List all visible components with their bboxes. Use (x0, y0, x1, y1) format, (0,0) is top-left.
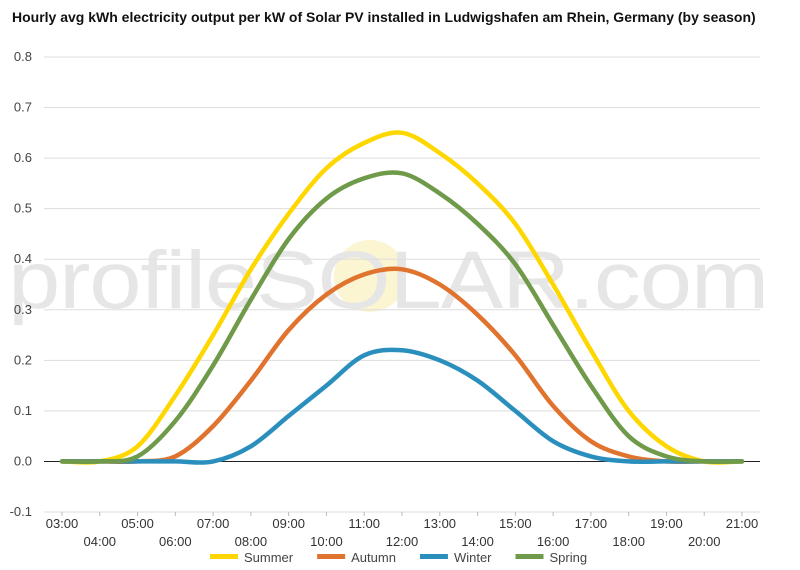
series-line-autumn (59, 266, 745, 465)
y-tick-label: -0.1 (10, 504, 32, 519)
y-tick-label: 0.4 (14, 251, 32, 266)
legend-item-summer[interactable]: Summer (210, 550, 294, 565)
series-line-spring (59, 170, 745, 465)
watermark: profileSOLAR.com (8, 235, 769, 326)
y-tick-label: 0.1 (14, 403, 32, 418)
x-tick-label: 15:00 (499, 516, 532, 531)
series-line-winter (59, 347, 745, 465)
legend-item-winter[interactable]: Winter (419, 550, 492, 565)
legend-swatch (210, 554, 238, 559)
y-tick-label: 0.2 (14, 352, 32, 367)
x-tick-label: 17:00 (575, 516, 608, 531)
x-tick-label: 16:00 (537, 534, 570, 549)
x-tick-label: 21:00 (726, 516, 759, 531)
legend-item-spring[interactable]: Spring (515, 550, 588, 565)
y-tick-label: 0.5 (14, 201, 32, 216)
x-tick-label: 09:00 (272, 516, 305, 531)
legend-label: Autumn (351, 550, 396, 565)
legend-label: Summer (244, 550, 294, 565)
legend-item-autumn[interactable]: Autumn (317, 550, 396, 565)
y-tick-label: 0.6 (14, 150, 32, 165)
x-tick-label: 20:00 (688, 534, 721, 549)
series-autumn (59, 266, 745, 465)
x-tick-label: 04:00 (84, 534, 117, 549)
series-winter (59, 347, 745, 465)
y-tick-label: 0.8 (14, 49, 32, 64)
legend-swatch (515, 554, 544, 559)
y-tick-label: 0.0 (14, 453, 32, 468)
x-tick-label: 05:00 (121, 516, 154, 531)
x-tick-label: 11:00 (348, 516, 380, 531)
x-tick-label: 18:00 (612, 534, 645, 549)
legend-label: Winter (454, 550, 492, 565)
legend-label: Spring (550, 550, 588, 565)
watermark-sun-icon (334, 240, 406, 312)
x-tick-label: 06:00 (159, 534, 192, 549)
legend-swatch (419, 554, 448, 559)
series-spring (59, 170, 745, 465)
watermark-text: profileSOLAR.com (8, 235, 768, 326)
chart-title: Hourly avg kWh electricity output per kW… (12, 9, 756, 25)
x-tick-label: 14:00 (461, 534, 494, 549)
y-tick-label: 0.7 (14, 100, 32, 115)
x-tick-label: 10:00 (310, 534, 343, 549)
x-tick-label: 07:00 (197, 516, 230, 531)
legend-swatch (317, 554, 346, 559)
x-tick-label: 08:00 (235, 534, 268, 549)
series-summer (59, 130, 745, 465)
x-tick-label: 03:00 (46, 516, 79, 531)
y-tick-label: 0.3 (14, 302, 32, 317)
x-tick-label: 13:00 (424, 516, 457, 531)
x-tick-label: 19:00 (650, 516, 683, 531)
x-tick-label: 12:00 (386, 534, 419, 549)
series-line-summer (59, 130, 745, 465)
